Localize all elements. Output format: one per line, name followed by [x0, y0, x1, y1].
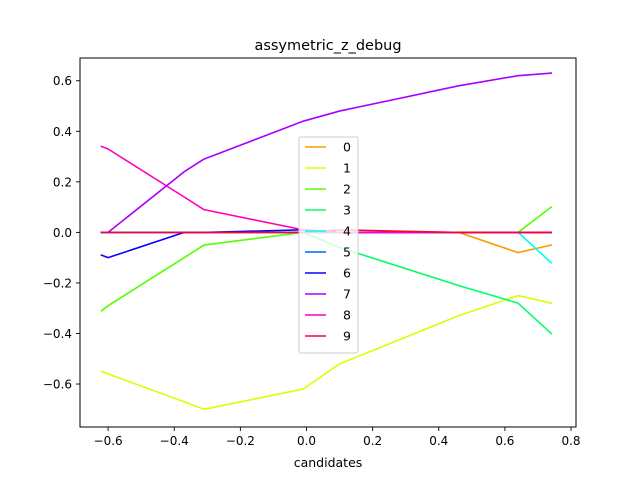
y-tick-label: −0.6: [43, 378, 72, 392]
legend: 0 1 2 3 4 5 6 7 8 9: [298, 136, 359, 354]
y-axis: −0.6 −0.4 −0.2 0.0 0.2 0.4 0.6: [43, 74, 80, 392]
x-tick-label: −0.2: [226, 434, 255, 448]
legend-label-4: 4: [343, 224, 351, 239]
x-axis: −0.6 −0.4 −0.2 0.0 0.2 0.4 0.6 0.8: [94, 427, 581, 448]
y-tick-label: 0.2: [53, 175, 72, 189]
y-tick-label: 0.6: [53, 74, 72, 88]
x-tick-label: 0.4: [429, 434, 448, 448]
x-axis-label: candidates: [294, 455, 363, 470]
series-line-7: [100, 72, 553, 234]
y-tick-label: −0.2: [43, 276, 72, 290]
x-tick-label: −0.4: [160, 434, 189, 448]
legend-label-5: 5: [343, 245, 351, 260]
legend-label-7: 7: [343, 287, 351, 302]
plot-area-frame: [79, 57, 577, 428]
chart-title: assymetric_z_debug: [254, 38, 401, 54]
x-tick-label: 0.8: [561, 434, 580, 448]
legend-box: [298, 136, 359, 354]
legend-label-1: 1: [343, 161, 351, 176]
series-line-1: [100, 294, 553, 411]
legend-label-0: 0: [343, 140, 351, 155]
x-tick-label: 0.6: [495, 434, 514, 448]
y-tick-label: 0.4: [53, 125, 72, 139]
legend-label-2: 2: [343, 182, 351, 197]
y-tick-label: −0.4: [43, 327, 72, 341]
legend-label-6: 6: [343, 266, 351, 281]
legend-label-9: 9: [343, 329, 351, 344]
legend-label-8: 8: [343, 308, 351, 323]
x-tick-label: 0.0: [297, 434, 316, 448]
x-tick-label: 0.2: [363, 434, 382, 448]
y-tick-label: 0.0: [53, 226, 72, 240]
legend-label-3: 3: [343, 203, 351, 218]
x-tick-label: −0.6: [94, 434, 123, 448]
